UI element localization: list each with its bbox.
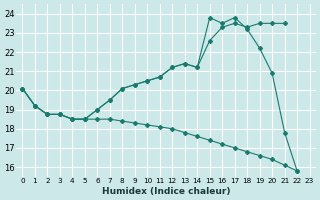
X-axis label: Humidex (Indice chaleur): Humidex (Indice chaleur) xyxy=(102,187,230,196)
